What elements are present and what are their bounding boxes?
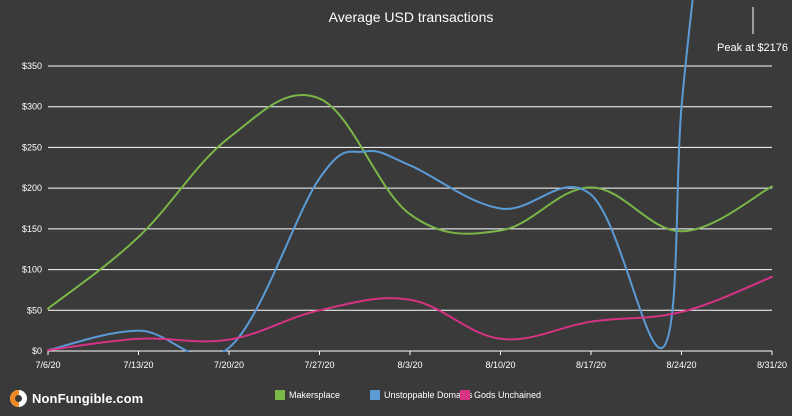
x-tick-label: 8/10/20 bbox=[485, 360, 515, 370]
legend-swatch-gods-unchained bbox=[460, 390, 470, 400]
grid-layer bbox=[48, 65, 772, 352]
legend-swatch-makersplace bbox=[275, 390, 285, 400]
x-tick-label: 7/6/20 bbox=[35, 360, 60, 370]
brand-name: NonFungible.com bbox=[32, 390, 144, 406]
y-tick-label: $0 bbox=[32, 346, 42, 356]
series-line-unstoppable-domains bbox=[47, 0, 694, 352]
x-tick-label: 7/13/20 bbox=[123, 360, 153, 370]
legend-label-gods-unchained: Gods Unchained bbox=[474, 390, 541, 400]
y-tick-label: $200 bbox=[22, 183, 42, 193]
x-tick-label: 7/20/20 bbox=[214, 360, 244, 370]
annotation-layer: Peak at $2176 bbox=[717, 7, 788, 54]
y-tick-label: $50 bbox=[27, 305, 42, 315]
legend: Makersplace Unstoppable Domains Gods Uncha… bbox=[275, 390, 541, 400]
x-axis-ticks: 7/6/20 7/13/20 7/20/20 7/27/20 8/3/20 8/10/20… bbox=[35, 351, 787, 370]
x-tick-label: 7/27/20 bbox=[304, 360, 334, 370]
legend-label-unstoppable-domains: Unstoppable Domains bbox=[384, 390, 473, 400]
y-axis-ticks: $0 $50 $100 $150 $200 $250 $300 $350 bbox=[22, 61, 42, 356]
legend-swatch-unstoppable-domains bbox=[370, 390, 380, 400]
series-line-gods-unchained bbox=[47, 275, 773, 352]
y-tick-label: $150 bbox=[22, 224, 42, 234]
y-tick-label: $350 bbox=[22, 61, 42, 71]
chart-title: Average USD transactions bbox=[329, 9, 494, 25]
brand-logo: NonFungible.com bbox=[10, 388, 143, 408]
y-tick-label: $100 bbox=[22, 265, 42, 275]
brand-icon bbox=[10, 389, 27, 407]
x-tick-label: 8/24/20 bbox=[666, 360, 696, 370]
peak-annotation: Peak at $2176 bbox=[717, 42, 788, 54]
x-tick-label: 8/31/20 bbox=[757, 360, 787, 370]
y-tick-label: $250 bbox=[22, 142, 42, 152]
series-layer bbox=[47, 0, 773, 352]
y-tick-label: $300 bbox=[22, 102, 42, 112]
x-tick-label: 8/17/20 bbox=[576, 360, 606, 370]
legend-label-makersplace: Makersplace bbox=[289, 390, 340, 400]
x-tick-label: 8/3/20 bbox=[397, 360, 422, 370]
series-line-makersplace bbox=[47, 93, 773, 310]
